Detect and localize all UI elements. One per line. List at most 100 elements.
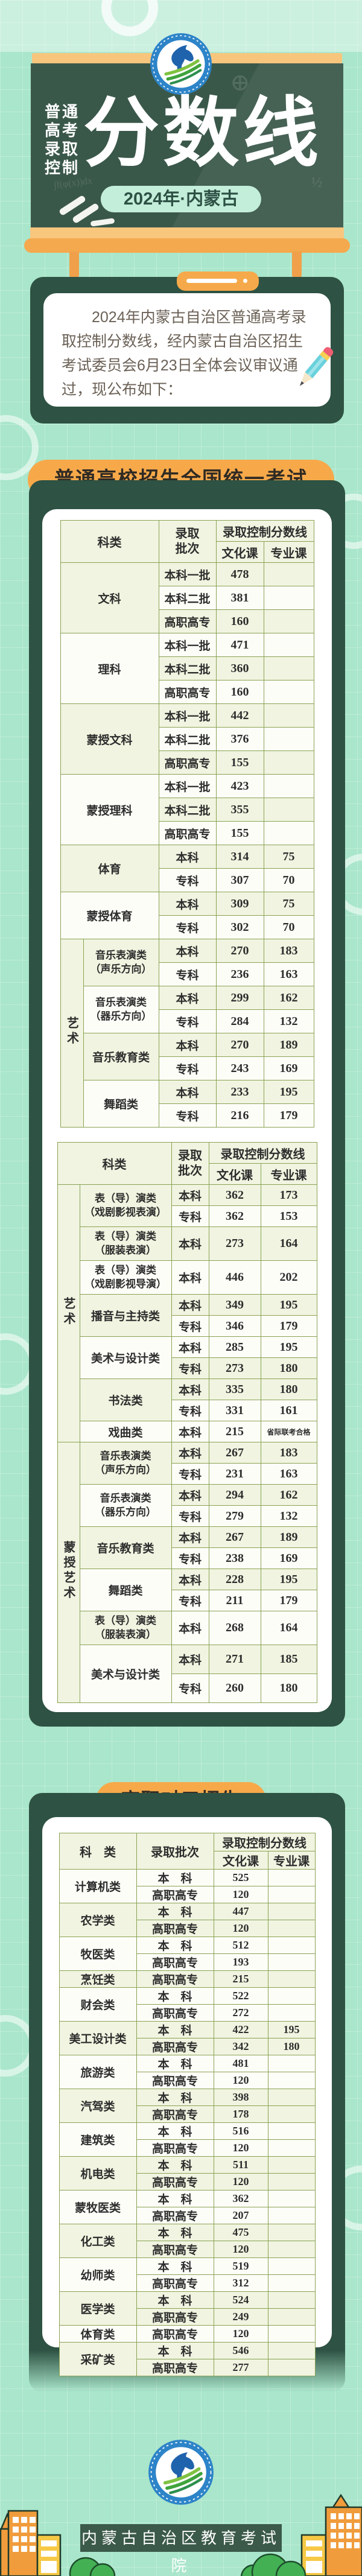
major-score-cell (267, 2342, 316, 2359)
batch-cell: 高职高专 (158, 680, 217, 704)
culture-score-cell: 512 (213, 1937, 268, 1954)
table-row: 高职高专 249 (59, 2308, 316, 2326)
major-score-cell (267, 1953, 316, 1971)
category-cell: 采矿类 (59, 2342, 137, 2376)
major-score-cell (267, 2224, 316, 2241)
col-header-category: 科类 (57, 1142, 172, 1185)
table-row: 高职高专 120 (59, 2241, 316, 2258)
category-cell: 蒙授体育 (60, 892, 159, 939)
culture-score-cell: 193 (213, 1953, 268, 1971)
batch-cell: 本科二批 (158, 727, 217, 751)
batch-cell: 专科 (171, 1590, 209, 1611)
table-row: 机电类 本 科 511 (59, 2156, 316, 2191)
culture-score-cell: 314 (215, 845, 264, 869)
col-header-scoreline: 录取控制分数线 (208, 1142, 317, 1164)
buildings-illustration (0, 2493, 362, 2576)
table-header-row: 文化课 专业课 (59, 1851, 316, 1870)
table-header-row: 文化课 专业课 (60, 541, 314, 563)
chalk-tray (30, 227, 344, 238)
batch-cell: 高职高专 (136, 1953, 214, 1971)
table-row: 幼师类 本 科 519 (59, 2257, 316, 2292)
batch-cell: 本 科 (136, 2291, 214, 2309)
culture-score-cell: 285 (208, 1336, 261, 1358)
batch-cell: 本科一批 (158, 633, 217, 657)
major-score-cell: 173 (260, 1184, 317, 1206)
art-score-table: 科类 录取批次 录取控制分数线 文化课 专业课 艺术 表（导）演类 （戏剧影视表演… (57, 1142, 317, 1703)
table-row: 专科 260 180 (57, 1673, 317, 1703)
table-row: 蒙授艺术 音乐表演类 （声乐方向） 本科 267 183 (57, 1442, 317, 1703)
batch-cell: 本科二批 (158, 656, 217, 680)
table-row: 专科 284 132 (60, 1009, 314, 1033)
batch-cell: 专科 (171, 1547, 209, 1569)
category-cell: 音乐表演类 （器乐方向） (83, 986, 159, 1033)
batch-cell: 高职高专 (136, 2105, 214, 2123)
main-title: 分数线 (83, 90, 322, 176)
batch-cell: 本 科 (136, 2055, 214, 2072)
culture-score-cell: 446 (208, 1260, 261, 1295)
national-score-table: 科类 录取批次 录取控制分数线 文化课 专业课 文科 本科一批 478 本科二批… (60, 520, 314, 1128)
batch-cell: 本科 (171, 1611, 209, 1645)
batch-cell: 本 科 (136, 1937, 214, 1954)
col-header-culture: 文化课 (213, 1851, 268, 1870)
major-score-cell: 189 (263, 1033, 314, 1057)
category-cell: 蒙授文科 (60, 703, 159, 775)
batch-cell: 本科 (171, 1260, 209, 1295)
major-score-cell (267, 1903, 316, 1920)
table-row: 采矿类 本 科 546 (59, 2342, 316, 2376)
col-header-scoreline: 录取控制分数线 (213, 1833, 316, 1851)
category-cell: 体育 (60, 845, 159, 892)
culture-score-cell: 236 (215, 962, 264, 986)
major-score-cell: 164 (260, 1611, 317, 1645)
major-score-cell: 169 (263, 1056, 314, 1080)
table-row: 音乐教育类 本科 267 189 (57, 1526, 317, 1569)
table-row: 高职高专 120 (59, 2173, 316, 2191)
major-score-cell (267, 1886, 316, 1903)
footer-logo-icon (148, 2439, 214, 2505)
col-header-culture: 文化课 (208, 1163, 261, 1185)
major-score-cell: 132 (263, 1009, 314, 1033)
table-row: 专科 236 163 (60, 962, 314, 986)
col-header-scoreline: 录取控制分数线 (215, 520, 314, 542)
culture-score-cell: 120 (213, 2139, 268, 2157)
culture-score-cell: 155 (215, 750, 264, 775)
batch-cell: 本科一批 (158, 774, 217, 798)
vocational-section-card: 科 类 录取批次 录取控制分数线 文化课 专业课 计算机类 本 科 525 高职… (29, 1793, 345, 2392)
major-score-cell (263, 680, 314, 704)
batch-cell: 本科 (171, 1569, 209, 1590)
culture-score-cell: 376 (215, 727, 264, 751)
culture-score-cell: 423 (215, 774, 264, 798)
batch-cell: 本科 (171, 1336, 209, 1358)
category-cell: 机电类 (59, 2156, 137, 2191)
right-buildings (300, 2493, 362, 2576)
category-cell: 牧医类 (59, 1937, 137, 1971)
culture-score-cell: 471 (215, 633, 264, 657)
batch-cell: 本科一批 (158, 562, 217, 586)
table-row: 高职高专 277 (59, 2359, 316, 2376)
category-cell: 播音与主持类 (79, 1294, 172, 1337)
batch-cell: 本科 (171, 1484, 209, 1506)
category-cell: 表（导）演类 （戏剧影视导演） (79, 1260, 172, 1295)
table-row: 蒙授体育 本科 309 75 (60, 892, 314, 939)
col-header-batch: 录取批次 (136, 1833, 214, 1870)
culture-score-cell: 381 (215, 586, 264, 610)
major-score-cell: 202 (260, 1260, 317, 1295)
table-row: 音乐表演类 （器乐方向） 本科 299 162 (60, 986, 314, 1033)
category-cell-art: 艺术 (57, 1184, 80, 1442)
batch-cell: 专科 (158, 1103, 217, 1128)
table-row: 书法类 本科 335 180 (57, 1378, 317, 1421)
announcement-card: 2024年内蒙古自治区普通高考录取控制分数线，经内蒙古自治区招生考试委员会6月2… (30, 271, 344, 424)
batch-cell: 本 科 (136, 1903, 214, 1920)
major-score-cell: 180 (260, 1673, 317, 1703)
board-leg (69, 252, 79, 279)
batch-cell: 高职高专 (136, 1920, 214, 1937)
col-header-major: 专业课 (263, 541, 314, 563)
major-score-cell: 162 (260, 1484, 317, 1506)
culture-score-cell: 360 (215, 656, 264, 680)
major-score-cell: 163 (263, 962, 314, 986)
table-row: 高职高专 120 (59, 2139, 316, 2157)
major-score-cell: 70 (263, 868, 314, 892)
culture-score-cell: 160 (215, 609, 264, 633)
culture-score-cell: 120 (213, 1920, 268, 1937)
culture-score-cell: 349 (208, 1294, 261, 1316)
table-row: 艺术 表（导）演类 （戏剧影视表演） 本科 362 173 (57, 1184, 317, 1442)
